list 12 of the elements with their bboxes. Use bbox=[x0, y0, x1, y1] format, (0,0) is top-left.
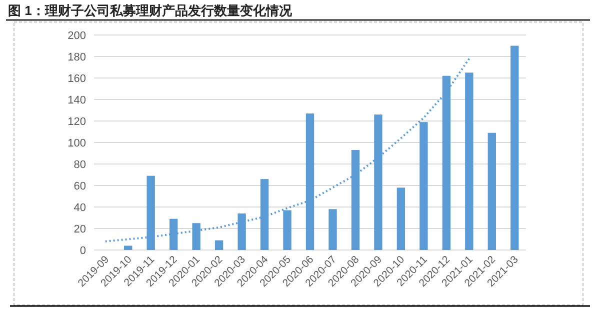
ytick: 200 bbox=[68, 30, 86, 42]
ytick: 20 bbox=[74, 224, 86, 236]
title: 图 1：理财子公司私募理财产品发行数量变化情况 bbox=[8, 3, 292, 18]
ytick: 180 bbox=[68, 52, 86, 64]
ytick: 100 bbox=[68, 138, 86, 150]
ytick: 120 bbox=[68, 116, 86, 128]
ytick: 0 bbox=[80, 245, 86, 257]
ytick: 160 bbox=[68, 73, 86, 85]
ytick: 60 bbox=[74, 180, 86, 192]
ytick: 140 bbox=[68, 94, 86, 106]
ytick: 80 bbox=[74, 159, 86, 171]
ytick: 40 bbox=[74, 202, 86, 214]
